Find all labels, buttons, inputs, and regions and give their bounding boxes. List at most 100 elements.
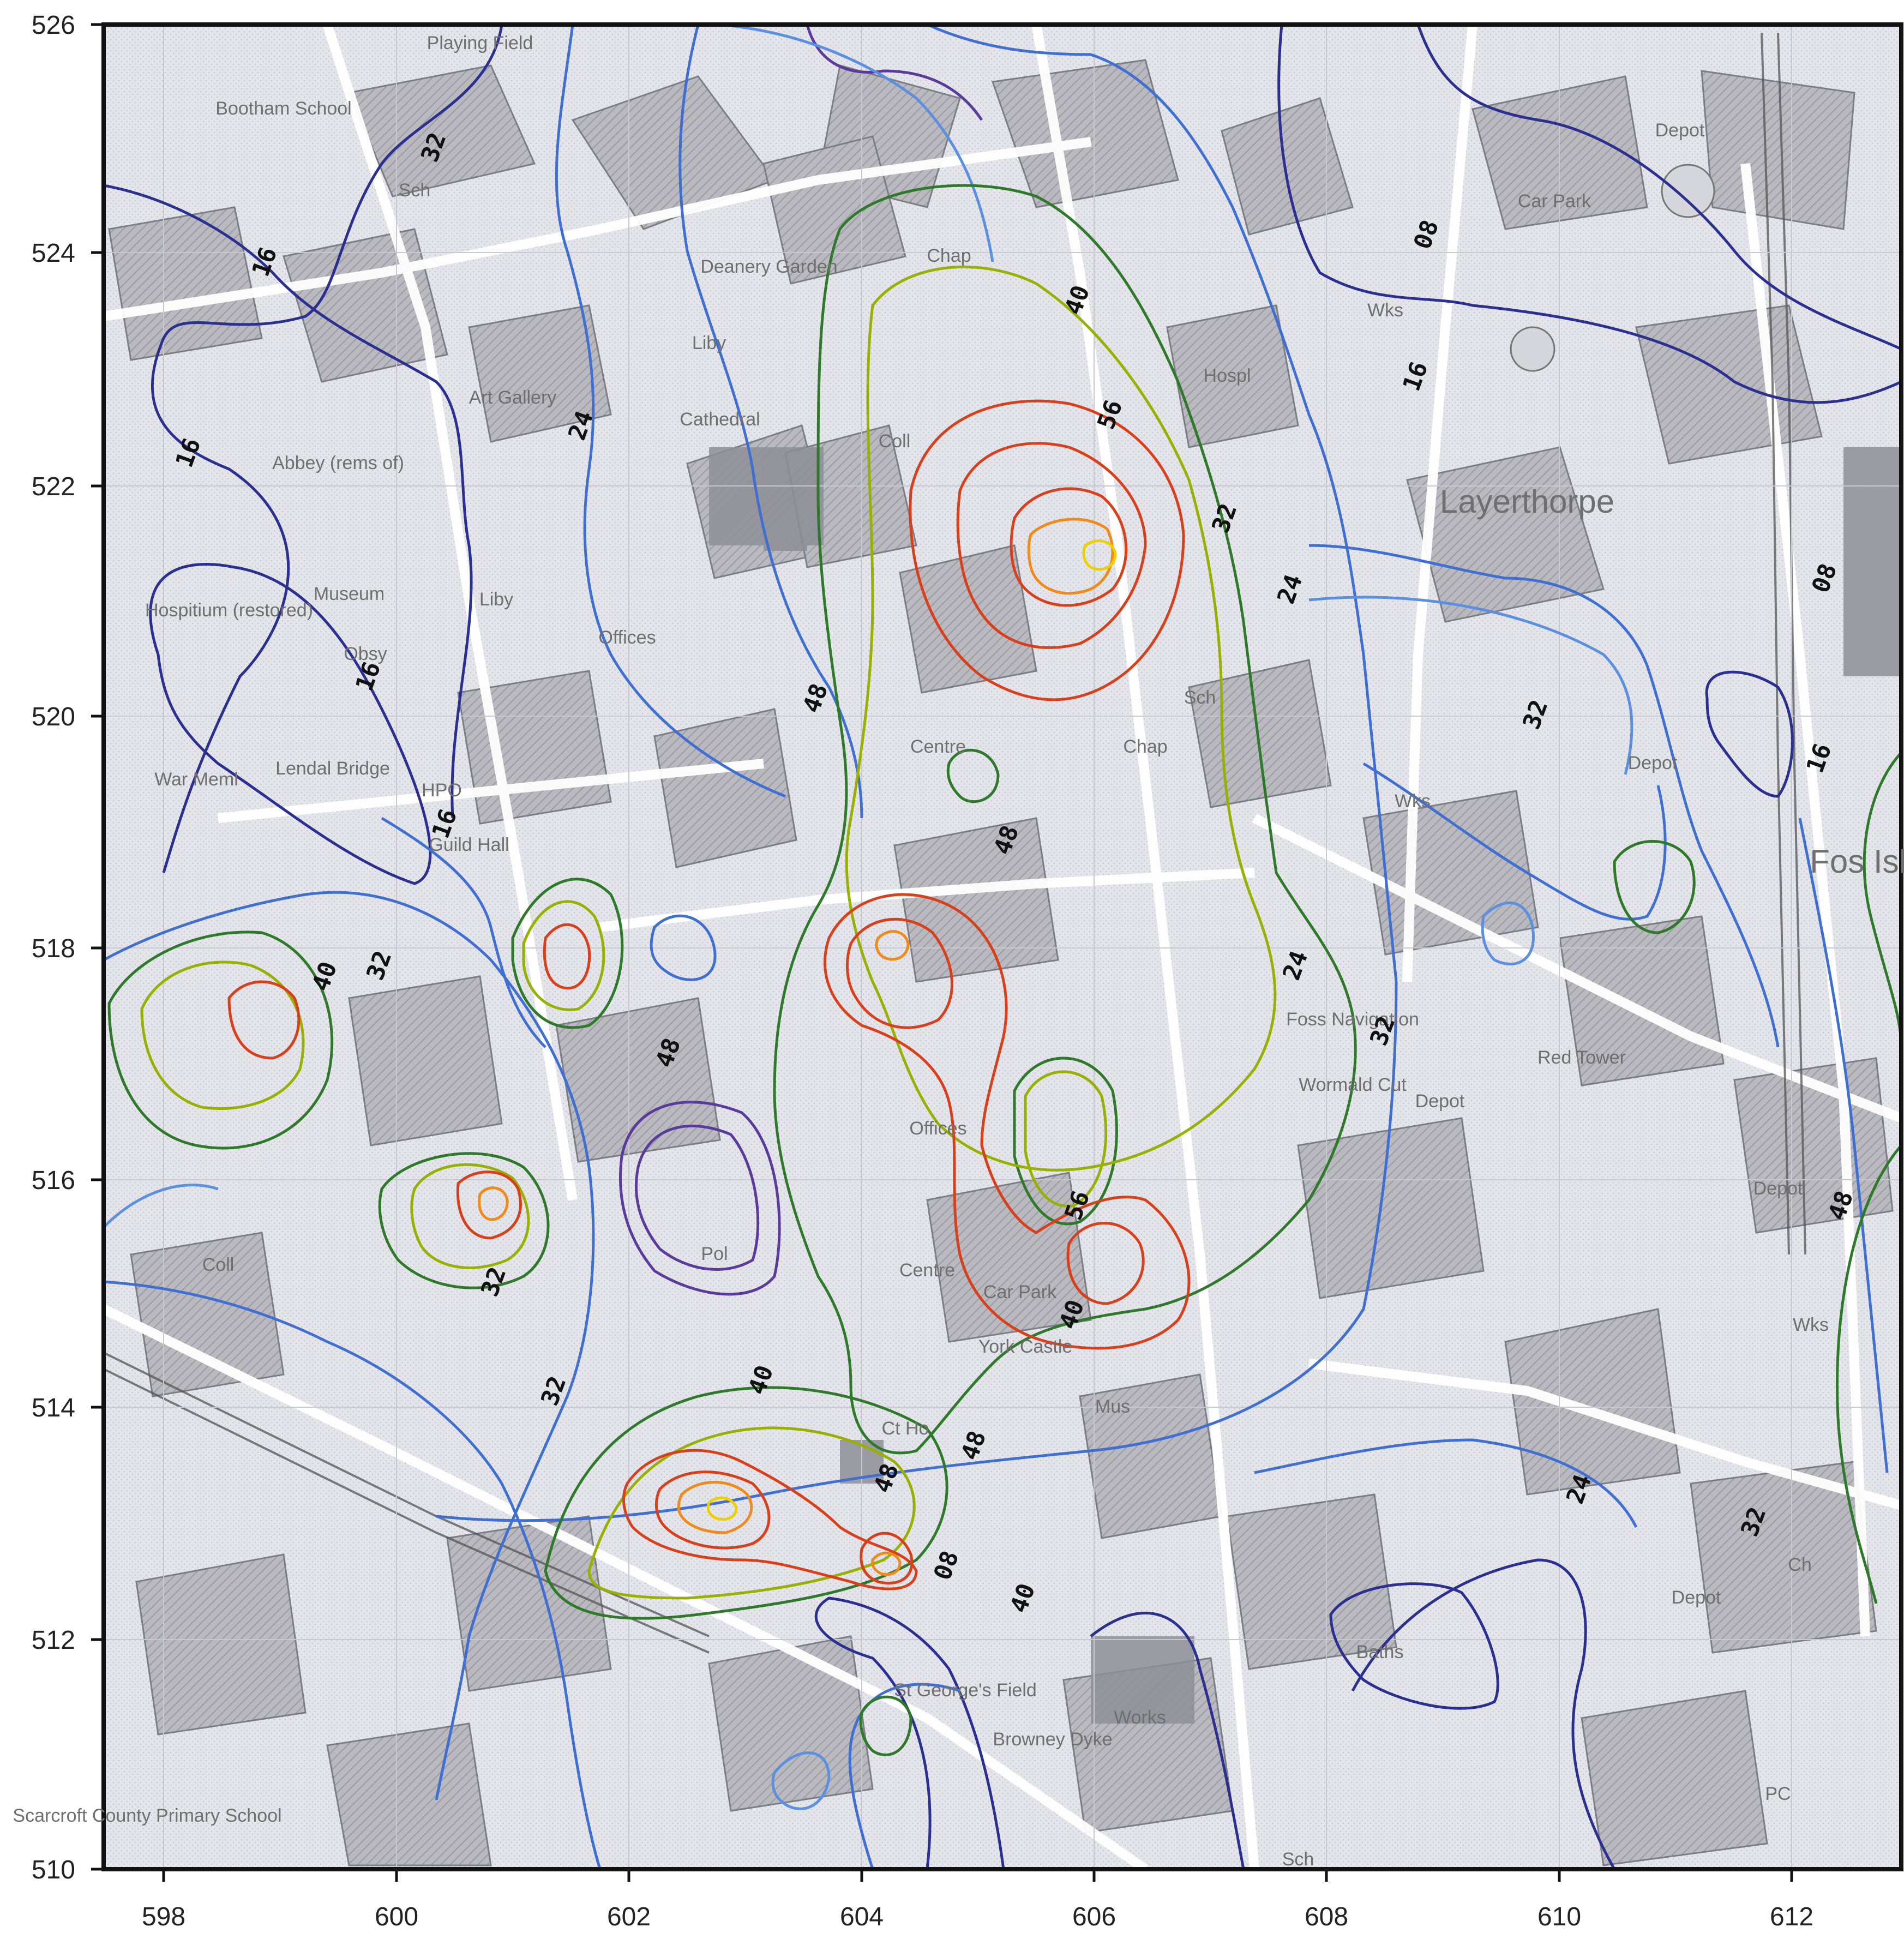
contour-red-north-outer bbox=[909, 399, 1185, 701]
y-tick-label: 514 bbox=[32, 1394, 75, 1422]
contour-darkblue-east-loop bbox=[1705, 670, 1794, 798]
grid-lines bbox=[104, 25, 1901, 1869]
place-label-art-gallery: Art Gallery bbox=[469, 387, 557, 408]
place-label-depot-5: Depot bbox=[1672, 1587, 1721, 1608]
y-tick-label: 516 bbox=[32, 1166, 75, 1195]
contour-darkblue-baths-loop bbox=[1329, 1582, 1499, 1710]
contour-layer bbox=[104, 25, 1901, 1869]
place-label-wks-3: Wks bbox=[1793, 1314, 1829, 1335]
contour-blue-3 bbox=[436, 25, 1398, 1522]
y-tick-label: 512 bbox=[32, 1626, 75, 1655]
place-label-wks-1: Wks bbox=[1367, 300, 1403, 321]
contour-yellowgreen-south bbox=[587, 1426, 916, 1600]
place-label-mus: Mus bbox=[1095, 1396, 1130, 1417]
place-label-lendal-bridge: Lendal Bridge bbox=[275, 758, 390, 779]
contour-blue-8 bbox=[1254, 1438, 1638, 1528]
place-label-wks-2: Wks bbox=[1395, 791, 1431, 812]
y-tick-label: 518 bbox=[32, 934, 75, 963]
place-label-liby-1: Liby bbox=[692, 333, 726, 353]
place-label-pc: PC bbox=[1765, 1784, 1791, 1804]
contour-green-castle bbox=[1013, 1056, 1118, 1226]
contour-darkblue-south-2 bbox=[1090, 1612, 1245, 1869]
contour-darkblue-ne bbox=[1277, 25, 1901, 404]
y-tick-label: 522 bbox=[32, 472, 75, 501]
contour-red-south-3 bbox=[860, 1532, 914, 1585]
contour-lightblue-4 bbox=[104, 1184, 219, 1228]
place-label-cathedral: Cathedral bbox=[680, 409, 760, 430]
place-label-baths: Baths bbox=[1356, 1642, 1404, 1662]
place-label-car-park-2: Car Park bbox=[983, 1282, 1057, 1302]
contour-blue-1 bbox=[555, 25, 786, 798]
y-axis: 526 524 522 520 518 516 514 512 510 bbox=[32, 11, 75, 1884]
contour-blue-9 bbox=[1798, 818, 1889, 1473]
contour-yellowgreen-castle bbox=[1024, 1070, 1108, 1208]
contour-blue-10 bbox=[381, 817, 546, 1048]
place-label-depot-2: Depot bbox=[1628, 753, 1678, 773]
base-map-layer bbox=[104, 25, 1901, 1869]
place-label-works: Works bbox=[1114, 1707, 1166, 1728]
place-label-offices-2: Offices bbox=[909, 1118, 966, 1139]
place-label-chap-2: Chap bbox=[1123, 736, 1167, 757]
contour-yellow-north bbox=[1082, 539, 1117, 571]
contour-lightblue-3 bbox=[1481, 901, 1535, 965]
contour-yellowgreen-mid bbox=[522, 900, 605, 1011]
contour-green-south-small bbox=[859, 1695, 912, 1756]
contour-orange-central bbox=[875, 930, 910, 961]
contour-green-east-edge bbox=[1863, 752, 1901, 1048]
place-label-sch-3: Sch bbox=[1282, 1849, 1314, 1870]
x-tick-label: 604 bbox=[840, 1902, 884, 1931]
tank-1 bbox=[1661, 164, 1715, 218]
place-label-hospitium: Hospitium (restored) bbox=[145, 600, 313, 621]
contour-orange-south bbox=[677, 1481, 753, 1534]
contour-green-south bbox=[544, 1386, 948, 1620]
y-tick-label: 510 bbox=[32, 1856, 75, 1884]
axis-ticks bbox=[91, 23, 1793, 1882]
contour-red-north-3 bbox=[1010, 487, 1128, 607]
place-label-guild-hall: Guild Hall bbox=[429, 835, 509, 855]
contour-orange-north bbox=[1027, 518, 1114, 595]
place-label-centre-1: Centre bbox=[910, 736, 966, 757]
place-label-car-park-1: Car Park bbox=[1518, 191, 1591, 212]
x-axis: 598 600 602 604 606 608 610 612 bbox=[142, 1902, 1813, 1931]
place-label-war-memorial: War Meml bbox=[154, 769, 238, 790]
contour-darkblue-north bbox=[151, 25, 503, 873]
place-label-hpo: HPO bbox=[422, 780, 462, 801]
contour-blue-5 bbox=[104, 1280, 602, 1869]
contour-purple-pol-outer bbox=[619, 1101, 781, 1296]
x-tick-label: 608 bbox=[1305, 1902, 1348, 1931]
contour-green-west bbox=[107, 931, 334, 1150]
place-label-york-castle: York Castle bbox=[978, 1336, 1073, 1357]
place-label-liby-2: Liby bbox=[479, 589, 513, 610]
contour-darkblue-nw bbox=[104, 184, 473, 819]
contour-blue-7 bbox=[1362, 762, 1667, 921]
contour-red-central bbox=[824, 893, 1191, 1350]
contour-red-mid bbox=[543, 923, 591, 990]
place-label-brownie-dyke: Browney Dyke bbox=[993, 1729, 1112, 1750]
contour-yellowgreen-west-2 bbox=[410, 1163, 530, 1269]
place-label-layerthorpe: Layerthorpe bbox=[1440, 483, 1614, 520]
contour-green-east-edge-2 bbox=[1836, 1144, 1901, 1604]
contour-darkblue-south bbox=[814, 1596, 1005, 1869]
contour-red-west bbox=[227, 980, 301, 1060]
place-label-bootham-school: Bootham School bbox=[215, 98, 352, 119]
place-label-scarcroft-school: Scarcroft County Primary School bbox=[13, 1805, 281, 1826]
contour-blue-4 bbox=[104, 891, 595, 1800]
place-label-st-georges-field: St George's Field bbox=[894, 1680, 1037, 1701]
contour-orange-west bbox=[478, 1186, 509, 1221]
contour-darkblue-ne-2 bbox=[1416, 25, 1901, 351]
contour-green-mid bbox=[511, 878, 624, 1029]
contour-darkblue-west-loop bbox=[149, 563, 432, 885]
place-label-offices-1: Offices bbox=[598, 627, 656, 648]
x-tick-label: 610 bbox=[1537, 1902, 1581, 1931]
place-labels: Playing Field Bootham School Sch Deanery Ga… bbox=[13, 33, 1904, 1870]
contour-lightblue-1 bbox=[719, 25, 994, 262]
place-label-depot-4: Depot bbox=[1753, 1178, 1803, 1199]
contour-red-south-2 bbox=[654, 1470, 771, 1550]
place-label-ct-ho: Ct Ho bbox=[882, 1418, 929, 1439]
x-tick-label: 606 bbox=[1072, 1902, 1116, 1931]
x-tick-label: 598 bbox=[142, 1902, 185, 1931]
contour-green-big bbox=[773, 184, 1357, 1455]
place-label-centre-2: Centre bbox=[899, 1260, 955, 1281]
place-label-depot-3: Depot bbox=[1415, 1091, 1465, 1112]
place-label-coll-2: Coll bbox=[202, 1254, 235, 1275]
